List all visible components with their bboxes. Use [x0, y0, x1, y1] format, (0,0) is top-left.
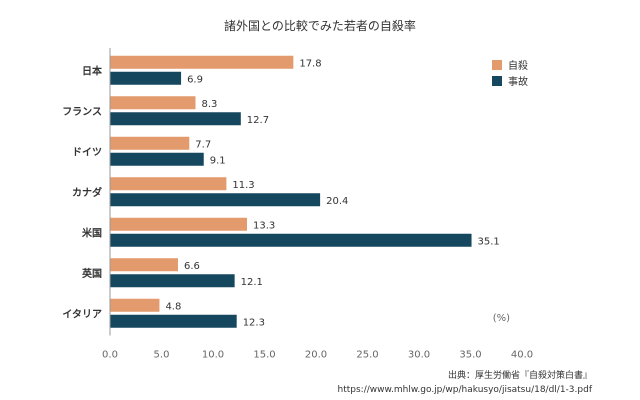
value-label: 17.8 — [299, 58, 321, 69]
bars-group — [110, 55, 472, 328]
x-tick-label: 35.0 — [459, 350, 481, 361]
category-label: 米国 — [82, 226, 102, 239]
x-tick-label: 25.0 — [356, 350, 378, 361]
bar-suicide — [110, 217, 247, 231]
bar-suicide — [110, 96, 196, 110]
value-label: 8.3 — [201, 99, 217, 110]
value-label: 9.1 — [210, 155, 226, 166]
x-tick-label: 20.0 — [305, 350, 327, 361]
value-label: 12.7 — [247, 115, 269, 126]
value-label: 11.3 — [232, 180, 254, 191]
x-tick-label: 10.0 — [202, 350, 224, 361]
category-label: カナダ — [72, 186, 102, 199]
bar-suicide — [110, 298, 160, 312]
bar-suicide — [110, 55, 294, 69]
category-label: 日本 — [82, 64, 103, 77]
category-label: ドイツ — [72, 146, 102, 158]
source-line-1: 出典：厚生労働省『自殺対策白書』 — [448, 369, 592, 381]
bar-accident — [110, 274, 235, 288]
value-label: 4.8 — [165, 301, 181, 312]
value-label: 12.3 — [243, 317, 265, 328]
value-label: 20.4 — [326, 196, 348, 207]
x-tick-label: 5.0 — [154, 350, 170, 361]
x-tick-label: 0.0 — [102, 350, 118, 361]
bar-suicide — [110, 136, 190, 150]
value-label: 35.1 — [478, 236, 500, 247]
value-label: 13.3 — [253, 220, 275, 231]
value-label: 6.9 — [187, 74, 203, 85]
legend-swatch — [492, 76, 502, 86]
category-label: イタリア — [62, 308, 102, 320]
value-label: 7.7 — [195, 139, 211, 150]
x-tick-label: 30.0 — [408, 350, 430, 361]
bar-accident — [110, 314, 237, 328]
bar-suicide — [110, 177, 227, 191]
bar-accident — [110, 233, 472, 247]
unit-label: (%) — [493, 313, 510, 324]
bar-accident — [110, 71, 182, 85]
legend-swatch — [492, 60, 502, 70]
category-label: 英国 — [81, 267, 102, 280]
x-tick-label: 15.0 — [253, 350, 275, 361]
legend-label: 自殺 — [508, 59, 528, 72]
chart-title: 諸外国との比較でみた若者の自殺率 — [224, 18, 416, 33]
value-labels: 17.8 6.9 8.3 12.7 7.7 9.1 11.3 20.4 13.3 35.1 6.6 1… — [165, 58, 499, 328]
value-label: 12.1 — [241, 277, 263, 288]
bar-accident — [110, 152, 204, 166]
bar-accident — [110, 112, 241, 126]
bar-suicide — [110, 258, 178, 272]
category-label: フランス — [62, 106, 102, 118]
legend-label: 事故 — [508, 75, 528, 88]
x-tick-label: 40.0 — [511, 350, 533, 361]
source-line-2: https://www.mhlw.go.jp/wp/hakusyo/jisats… — [338, 385, 593, 395]
bar-accident — [110, 193, 321, 207]
value-label: 6.6 — [184, 261, 200, 272]
x-axis-ticks: 0.0 5.0 10.0 15.0 20.0 25.0 30.0 35.0 40.0 — [102, 350, 533, 361]
